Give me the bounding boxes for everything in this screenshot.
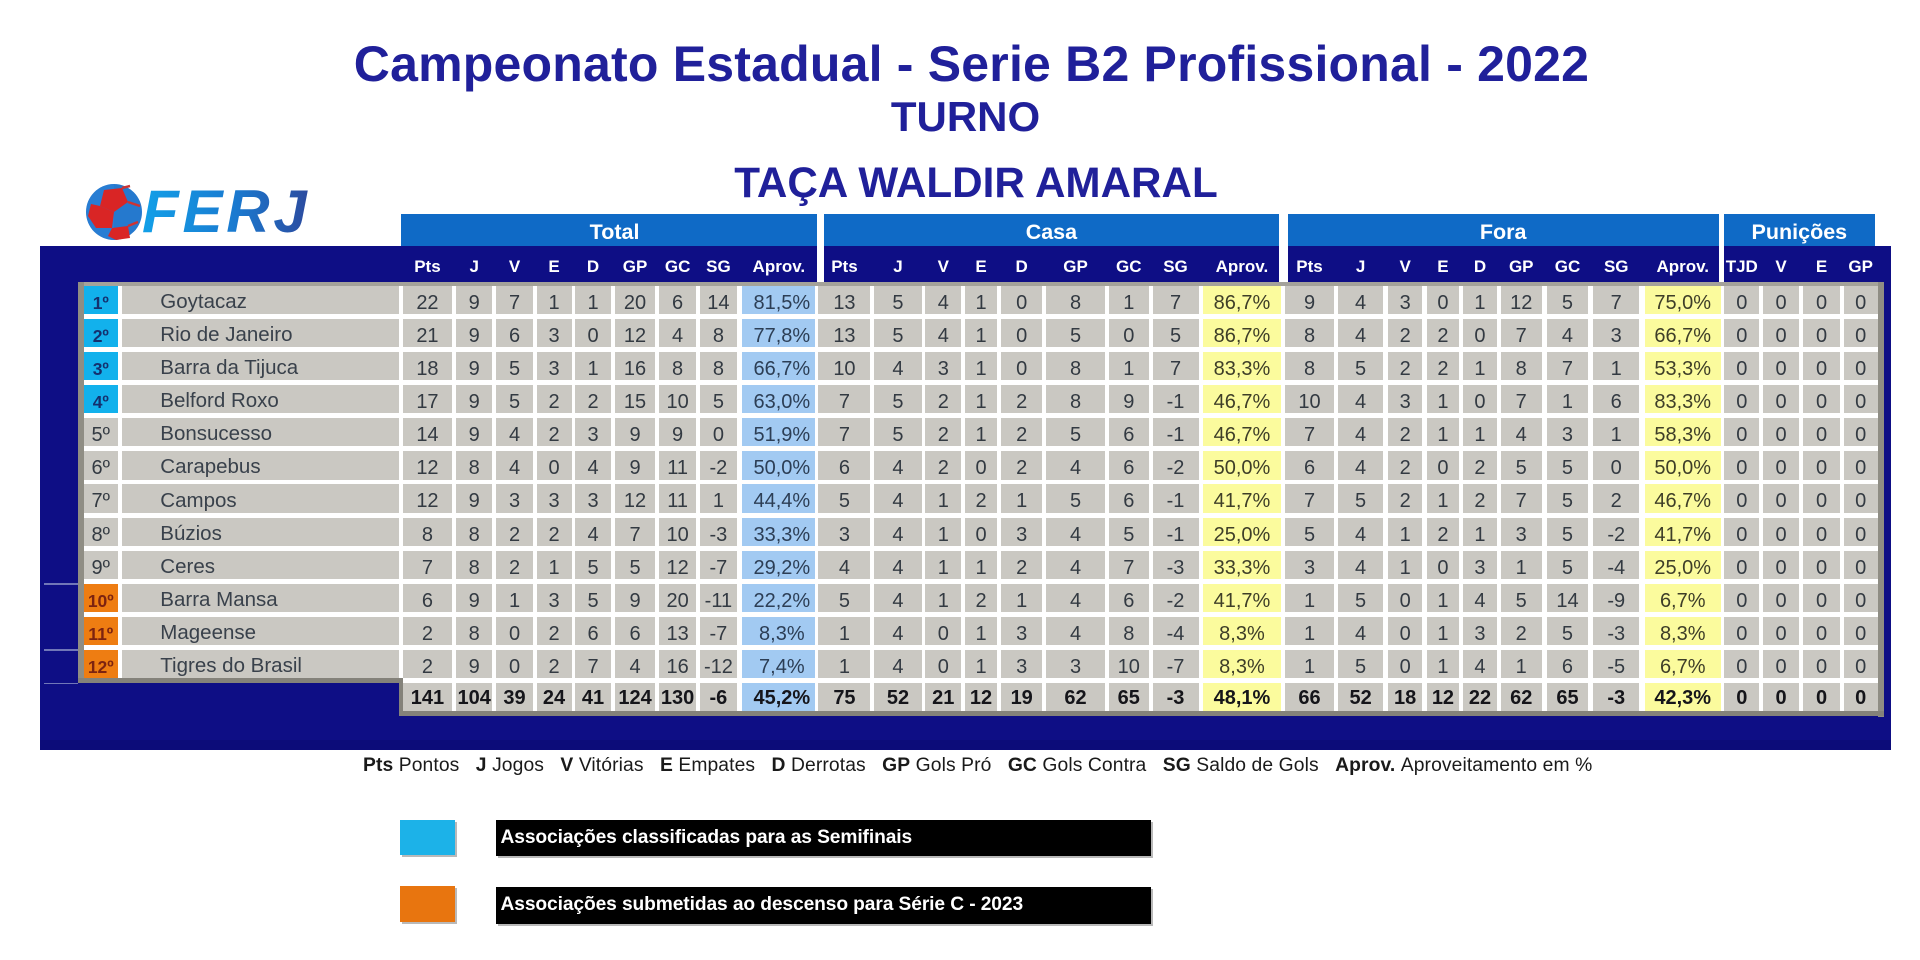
svg-text:FERJ: FERJ	[142, 178, 311, 245]
